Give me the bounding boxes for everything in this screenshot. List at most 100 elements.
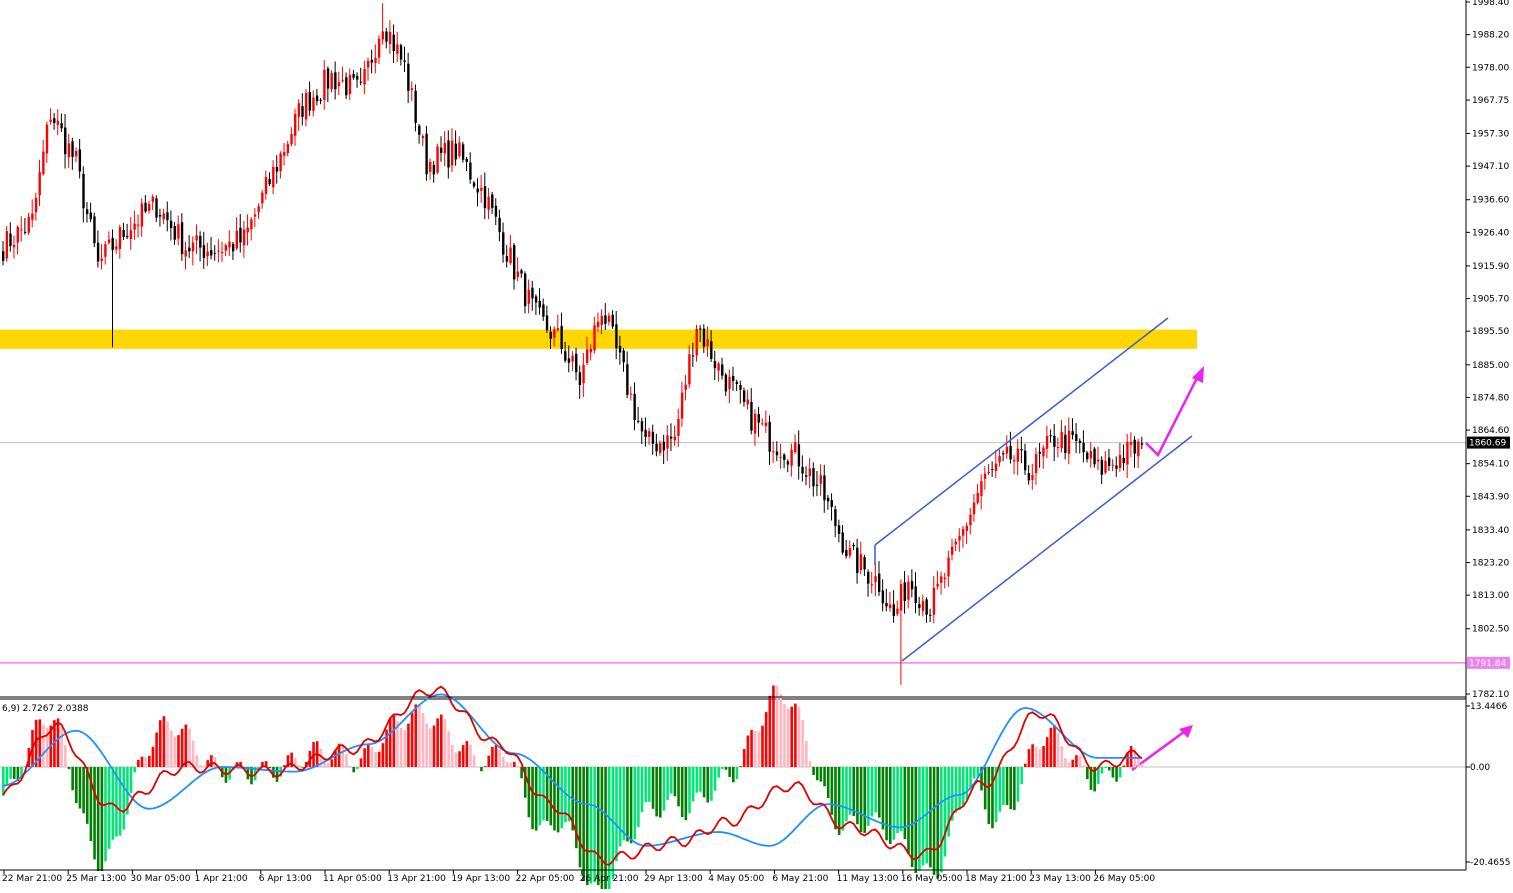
histogram-bar [1053,725,1056,767]
y-tick-label: 1813.00 [1472,591,1509,601]
candle [958,528,961,552]
candle-body [104,244,107,257]
candle-body [553,328,556,338]
candle [1126,433,1129,478]
histogram-bar [38,719,42,767]
histogram-bar [586,767,589,886]
histogram-bar [819,767,823,782]
histogram-bar [702,767,706,798]
histogram-bar [666,767,669,800]
candle-body [67,143,71,158]
histogram-bar [1038,749,1042,767]
histogram-bar [166,721,169,767]
histogram-bar [100,767,104,872]
histogram-bar [352,767,355,773]
candle-body [907,581,910,600]
y-tick-label: 1967.75 [1472,96,1509,106]
candle [523,271,527,314]
candle [1107,448,1111,471]
candle [301,93,304,126]
histogram-bar [16,767,20,782]
candle-body [567,358,571,363]
candle-body [1129,441,1133,445]
histogram-bar [669,767,673,794]
histogram-bar [695,767,699,793]
histogram-bar [348,765,352,767]
candle-body [560,325,563,350]
histogram-bar [1140,763,1144,767]
candle-body [53,118,56,123]
candle [710,330,713,362]
candle [615,310,618,360]
histogram-bar [447,731,450,767]
candle-body [742,390,746,402]
candle [71,137,74,170]
y-tick-label: 1957.30 [1472,129,1509,139]
oscillator-forecast-arrowhead [1179,725,1193,738]
histogram-bar [724,767,728,770]
histogram-bar [633,767,637,840]
histogram-bar [162,716,166,767]
candle [892,590,895,623]
candle [480,174,483,203]
candle-body [513,245,516,280]
candle-body [231,243,235,252]
histogram-bar [268,767,272,769]
candle-body [436,146,439,173]
candle [1115,456,1118,477]
candle [994,449,998,479]
histogram-bar [505,762,509,767]
candle [648,428,651,445]
candle [242,220,246,258]
candle-body [283,151,286,156]
candle-body [34,197,38,213]
candle-body [472,182,476,187]
candle [173,222,176,245]
candle-body [1071,431,1074,436]
candle-body [516,271,520,278]
candle [1104,450,1107,475]
histogram-bar [677,767,680,807]
candle [1067,417,1071,465]
candle [805,466,808,486]
histogram-bar [856,767,859,825]
candle [42,139,45,176]
histogram-bar [808,761,812,767]
candle-body [534,296,538,303]
candle-body [250,219,253,230]
histogram-bar [264,761,268,767]
histogram-bar [834,767,837,830]
candle [640,417,644,444]
candle-body [556,328,560,331]
candle-body [662,441,666,451]
candle [31,199,34,228]
candle [286,140,290,157]
histogram-bar [195,755,199,767]
candle-body [1140,443,1144,445]
candle [699,325,702,342]
candle [918,596,921,616]
histogram-bar [655,767,658,817]
candle [542,298,545,321]
channel-upper-line [874,317,1169,546]
histogram-bar [436,718,439,767]
candle [706,326,709,357]
candle-body [235,230,238,249]
candle [239,214,242,253]
histogram-bar [881,767,885,830]
candle-body [1020,449,1023,451]
candle [662,434,666,464]
histogram-bar [961,767,965,807]
candle-body [480,187,483,191]
candle [348,68,352,100]
candle [180,213,184,261]
candle-body [604,315,607,324]
histogram-bar [947,767,950,837]
candle-body [1111,464,1114,466]
histogram-bar [148,755,151,767]
candle [1086,450,1089,463]
candle-body [925,599,928,615]
histogram-bar [1107,767,1111,771]
histogram-bar [998,767,1002,812]
